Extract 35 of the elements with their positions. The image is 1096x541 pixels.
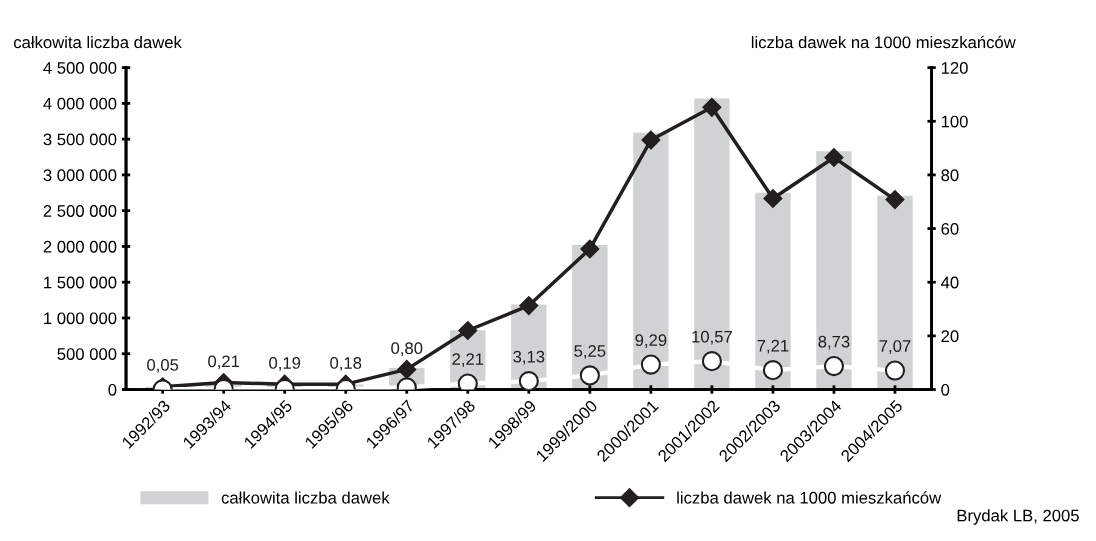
y2-tick-label: 20	[941, 330, 959, 343]
data-label: 0,05	[147, 359, 179, 373]
data-label: 0,18	[330, 357, 362, 371]
y-tick-label: 1 500 000	[44, 276, 117, 289]
y-tick-label: 4 000 000	[43, 97, 117, 110]
y-axis-title: całkowita liczba dawek	[13, 35, 182, 49]
data-label: 0,19	[269, 357, 301, 371]
y-tick-label: 2 000 000	[43, 240, 117, 253]
y2-tick-label: 40	[941, 276, 959, 289]
y-tick-label: 1 000 000	[44, 312, 117, 325]
y-tick-label: 4 500 000	[43, 62, 117, 74]
legend-label: całkowita liczba dawek	[221, 491, 390, 504]
data-label: 2,21	[452, 353, 484, 367]
y2-tick-label: 60	[941, 222, 959, 235]
y2-axis-title: liczba dawek na 1000 mieszkańców	[751, 35, 1016, 49]
data-label: 10,57	[692, 330, 732, 345]
text: Brydak LB, 2005	[957, 509, 1079, 525]
data-label: 0,21	[208, 355, 240, 370]
data-label: 0,80	[391, 342, 423, 357]
y2-tick-label: 0	[941, 383, 950, 396]
y-tick-label: 3 500 000	[43, 133, 117, 146]
data-label: 7,21	[757, 339, 789, 354]
y-tick-label: 2 500 000	[43, 205, 117, 217]
y2-tick-label: 80	[941, 169, 959, 182]
y-tick-label: 0	[108, 383, 117, 396]
y2-tick-label: 100	[941, 115, 968, 128]
y2-tick-label: 120	[941, 62, 968, 74]
y-tick-label: 3 000 000	[43, 169, 117, 182]
data-label: 5,25	[574, 345, 606, 359]
legend-label: liczba dawek na 1000 mieszkańców	[677, 491, 942, 504]
data-label: 3,13	[513, 350, 545, 365]
data-label: 8,73	[818, 335, 850, 350]
y-tick-label: 500 000	[57, 348, 117, 360]
data-label: 9,29	[635, 334, 667, 348]
data-label: 7,07	[879, 340, 911, 354]
